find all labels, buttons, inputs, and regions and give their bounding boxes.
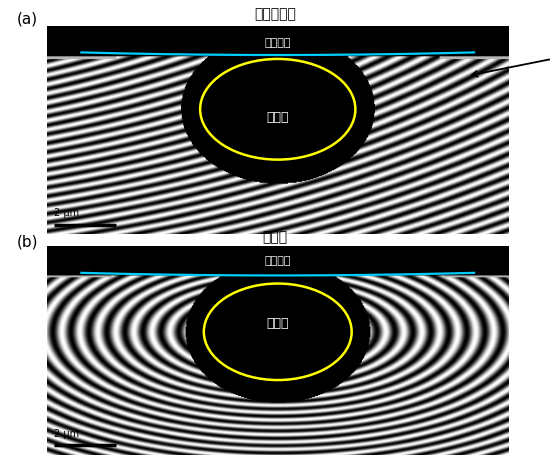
Text: (b): (b)	[16, 234, 38, 250]
Text: トナー: トナー	[267, 317, 289, 330]
Text: 2 μm: 2 μm	[54, 429, 79, 439]
Text: 従来法: 従来法	[262, 230, 288, 244]
Text: 2 μm: 2 μm	[54, 208, 79, 219]
Text: キャリア: キャリア	[265, 38, 291, 48]
Text: トナー: トナー	[267, 111, 289, 124]
Text: (a): (a)	[16, 12, 37, 27]
Text: キャリア: キャリア	[265, 257, 291, 266]
Text: 分離照射法: 分離照射法	[254, 7, 296, 21]
Text: マスクの影: マスクの影	[472, 50, 550, 76]
